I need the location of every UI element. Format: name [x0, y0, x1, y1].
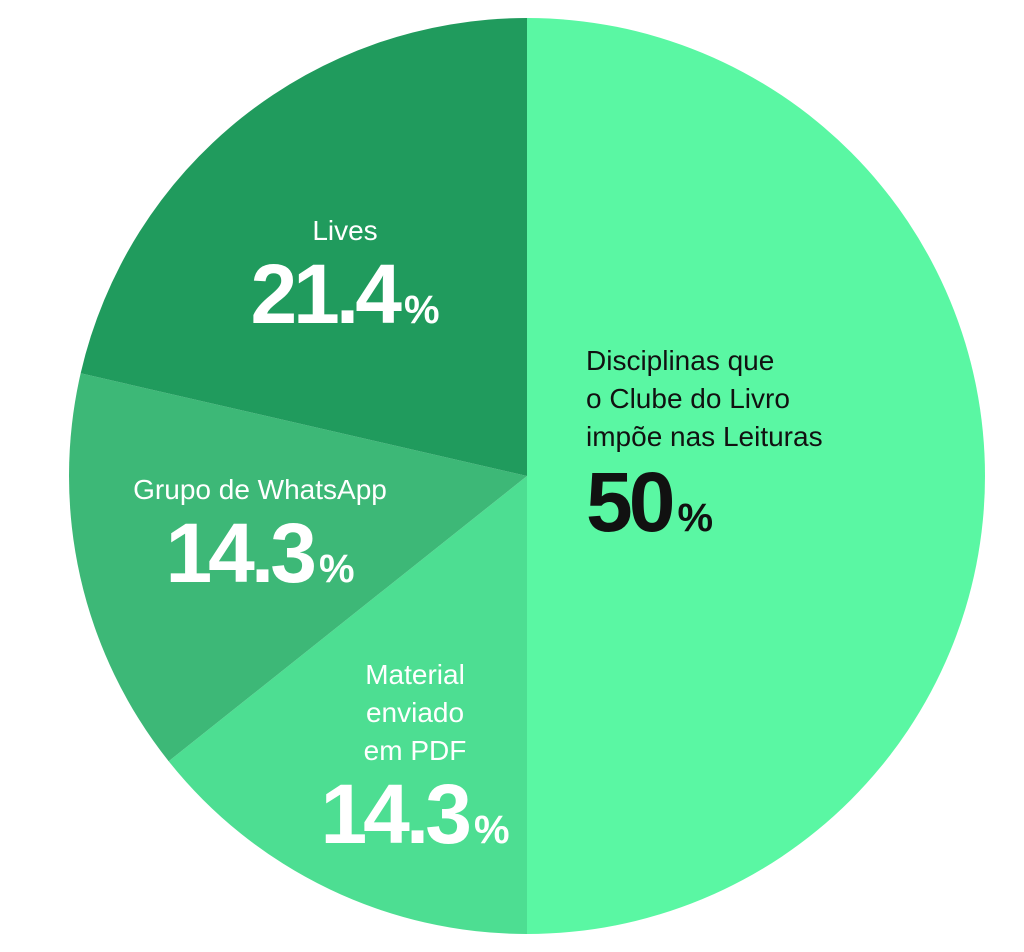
slice-percent: 50% — [586, 460, 823, 544]
slice-percent: 14.3% — [100, 511, 420, 595]
slice-label-whatsapp: Grupo de WhatsApp 14.3% — [100, 471, 420, 595]
slice-name-line: impõe nas Leituras — [586, 421, 823, 452]
percent-sign: % — [473, 808, 510, 852]
percent-sign: % — [318, 547, 355, 591]
slice-value: 21.4 — [250, 247, 401, 341]
slice-label-lives: Lives 21.4% — [230, 212, 460, 336]
slice-name-line: o Clube do Livro — [586, 383, 790, 414]
slice-name-line: Grupo de WhatsApp — [133, 474, 387, 505]
slice-name-line: Lives — [312, 215, 378, 246]
pie-slice-0 — [527, 18, 985, 934]
slice-name-line: Material — [365, 659, 465, 690]
slice-label-material-pdf: Material enviado em PDF 14.3% — [300, 656, 530, 856]
slice-name-line: enviado — [365, 697, 465, 728]
slice-percent: 14.3% — [300, 772, 530, 856]
slice-label-disciplinas: Disciplinas que o Clube do Livro impõe n… — [586, 342, 823, 544]
percent-sign: % — [403, 288, 440, 332]
pie-slice-3 — [80, 18, 528, 476]
slice-name-line: em PDF — [363, 735, 467, 766]
pie-slice-2 — [69, 373, 527, 762]
slice-percent: 21.4% — [230, 252, 460, 336]
slice-value: 14.3 — [320, 767, 471, 861]
percent-sign: % — [677, 496, 714, 540]
pie-slices — [69, 18, 985, 934]
slice-value: 14.3 — [165, 506, 316, 600]
slice-value: 50 — [586, 455, 675, 549]
slice-name-line: Disciplinas que — [586, 345, 775, 376]
pie-slice-1 — [168, 476, 528, 934]
